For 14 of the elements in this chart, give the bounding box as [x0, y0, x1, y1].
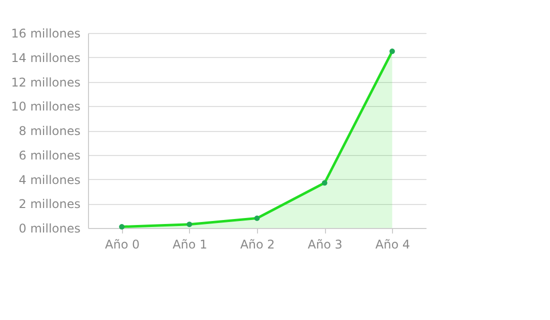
x-tick-label: Año 2: [240, 238, 275, 252]
x-tick-label: Año 4: [375, 238, 410, 252]
y-tick-label: 2 millones: [18, 197, 80, 212]
x-tick-label: Año 0: [104, 238, 140, 252]
y-tick-label: 12 millones: [11, 75, 80, 90]
y-tick-label: 10 millones: [11, 100, 80, 114]
x-tick-label: Año 3: [308, 238, 342, 252]
y-tick-label: 0 millones: [18, 222, 80, 236]
y-tick-label: 8 millones: [18, 124, 80, 138]
x-tick-label: Año 1: [172, 238, 208, 252]
y-tick-label: 6 millones: [18, 148, 80, 162]
y-tick-label: 14 millones: [11, 50, 80, 65]
y-tick-label: 4 millones: [18, 172, 80, 187]
y-tick-label: 16 millones: [11, 26, 80, 40]
